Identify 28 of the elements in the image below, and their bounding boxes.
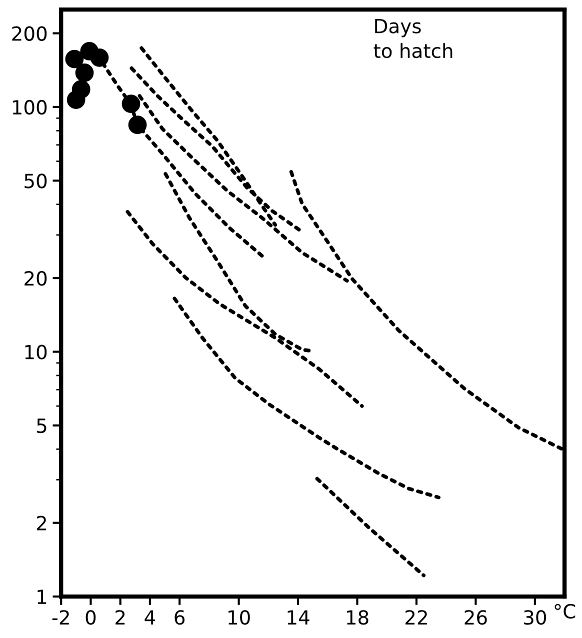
x-tick-label: 30 [524, 610, 546, 625]
x-tick-label: 18 [347, 610, 368, 625]
y-tick-label: 50 [24, 174, 47, 188]
line-series [172, 296, 440, 500]
x-tick-label: 6 [174, 610, 185, 625]
y-tick-label: 20 [24, 271, 47, 286]
x-tick-label: 0 [86, 610, 96, 625]
x-tick-label: -2 [52, 610, 69, 624]
y-tick-label: 1 [38, 590, 46, 604]
y-tick-label: 200 [12, 26, 47, 41]
y-tick-label: 100 [12, 100, 47, 115]
x-tick-label: 14 [288, 610, 310, 624]
point [66, 90, 86, 109]
x-tick-label: 4 [144, 610, 156, 624]
x-tick-label: 26 [464, 610, 487, 625]
point [75, 64, 94, 82]
point [122, 94, 140, 114]
point [128, 116, 147, 134]
point [65, 50, 84, 68]
x-tick-label: 2 [116, 610, 125, 624]
annotation: Days to hatch [374, 18, 452, 58]
x-axis-title: °C [554, 604, 576, 619]
y-tick-label: 5 [37, 418, 46, 434]
y-tick-label: 10 [25, 344, 47, 360]
point [90, 48, 109, 67]
x-tick-label: 22 [406, 610, 427, 624]
y-tick-label: 2 [36, 516, 46, 530]
x-tick-label: 10 [228, 610, 250, 625]
